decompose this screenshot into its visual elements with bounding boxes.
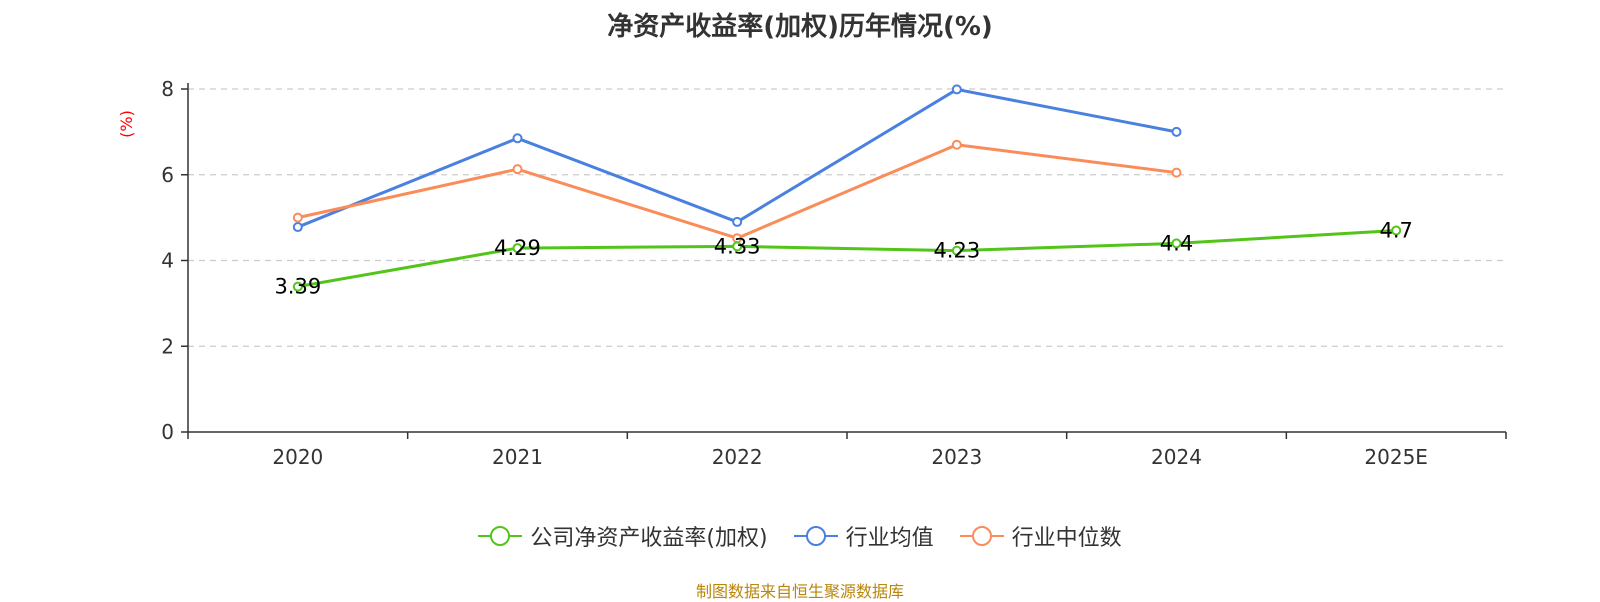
source-note: 制图数据来自恒生聚源数据库	[695, 582, 904, 601]
data-label-company-2022: 4.33	[714, 234, 761, 258]
point-company-2022	[732, 241, 743, 252]
legend-marker-company	[478, 526, 523, 546]
point-company-2020	[292, 281, 303, 292]
x-tick-label-2024: 2024	[1151, 445, 1202, 469]
data-labels: 3.39 4.29 4.33 4.23 4.4 4.7	[274, 218, 1412, 298]
legend-label-company: 公司净资产收益率(加权)	[530, 526, 768, 551]
point-median-2024	[1171, 167, 1182, 178]
data-label-company-2021: 4.29	[494, 236, 541, 260]
x-tick-label-2021: 2021	[492, 445, 543, 469]
x-tick-label-2020: 2020	[272, 445, 323, 469]
gridlines	[188, 88, 1506, 347]
y-tick-label-4: 4	[161, 249, 174, 273]
series-avg	[292, 84, 1182, 233]
point-avg-2020	[292, 222, 303, 233]
point-company-2021	[512, 243, 523, 254]
legend-marker-industry-average	[793, 526, 838, 546]
series	[292, 84, 1402, 292]
point-company-2023	[951, 245, 962, 256]
point-company-2024	[1171, 238, 1182, 249]
y-tick-label-0: 0	[161, 420, 174, 444]
point-median-2023	[951, 139, 962, 150]
point-avg-2023	[951, 84, 962, 95]
series-median	[292, 139, 1182, 244]
legend: 公司净资产收益率(加权) 行业均值 行业中位数	[0, 520, 1600, 552]
point-company-2025E	[1391, 225, 1402, 236]
series-company	[292, 225, 1402, 292]
point-median-2020	[292, 212, 303, 223]
x-tick-label-2025E: 2025E	[1364, 445, 1428, 469]
point-median-2021	[512, 164, 523, 175]
legend-item-industry-average[interactable]: 行业均值	[793, 520, 934, 552]
data-label-company-2020: 3.39	[274, 275, 321, 299]
point-avg-2024	[1171, 126, 1182, 137]
x-tick-label-2022: 2022	[712, 445, 763, 469]
y-tick-label-2: 2	[161, 334, 174, 358]
x-tick-label-2023: 2023	[931, 445, 982, 469]
point-avg-2022	[732, 216, 743, 227]
chart-title: 净资产收益率(加权)历年情况(%)	[607, 12, 993, 42]
point-avg-2021	[512, 133, 523, 144]
legend-item-company[interactable]: 公司净资产收益率(加权)	[478, 520, 768, 552]
data-label-company-2025E: 4.7	[1379, 218, 1412, 242]
legend-item-industry-median[interactable]: 行业中位数	[959, 520, 1122, 552]
series-line-avg	[297, 87, 1177, 229]
series-line-company	[297, 228, 1397, 289]
axes: 0 2 4 6 8 2020 2021 2022 2023 2024 2025E	[161, 77, 1507, 469]
chart-plot: 0 2 4 6 8 2020 2021 2022 2023 2024 2025E (%) 3.39 4…	[117, 77, 1507, 469]
data-label-company-2023: 4.23	[933, 239, 980, 263]
legend-label-industry-average: 行业均值	[845, 526, 934, 551]
legend-marker-industry-median	[959, 526, 1004, 546]
y-axis-label: (%)	[117, 110, 136, 138]
data-label-company-2024: 4.4	[1160, 231, 1193, 255]
legend-label-industry-median: 行业中位数	[1011, 526, 1122, 551]
y-tick-label-8: 8	[161, 77, 174, 101]
y-tick-label-6: 6	[161, 163, 174, 187]
